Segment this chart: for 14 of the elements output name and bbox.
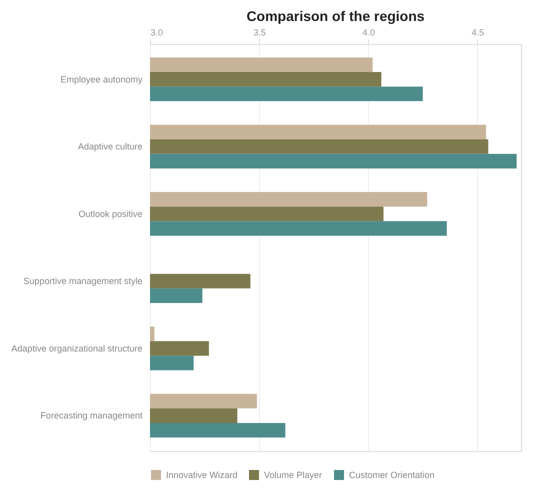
x-tick-label: 4.0 [362,28,375,38]
y-tick-label: Employee autonomy [60,74,143,84]
x-tick-label: 3.5 [253,28,266,38]
legend-label: Customer Orientation [349,470,435,480]
y-tick-label: Outlook positive [78,208,142,219]
y-tick-label: Forecasting management [40,410,143,421]
chart-title: Comparison of the regions [246,8,425,24]
x-tick-label: 3.0 [150,28,164,38]
legend-label: Innovative Wizard [166,470,238,480]
x-tick-label: 4.5 [472,28,484,38]
y-tick-label: Adaptive culture [78,142,142,152]
y-tick-label: Supportive management style [23,276,142,286]
y-tick-label: Adaptive organizational structure [11,343,142,354]
legend-label: Volume Player [264,470,322,480]
